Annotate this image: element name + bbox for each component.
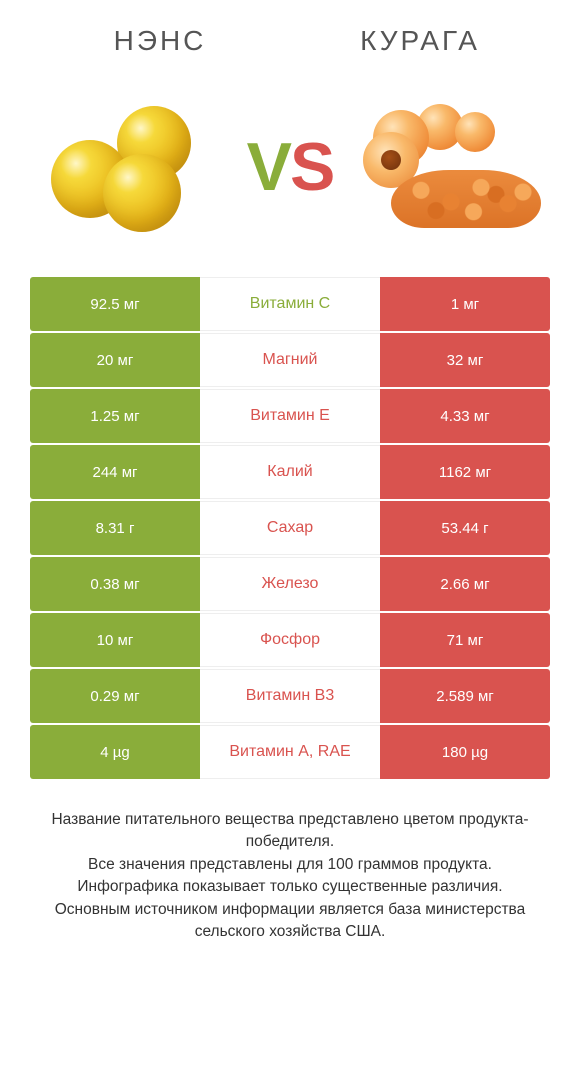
- left-product-image: [30, 97, 230, 237]
- right-product-title: Курага: [290, 25, 550, 57]
- apricot-illustration: [355, 102, 545, 232]
- right-product-image: [350, 97, 550, 237]
- nutrient-label: Фосфор: [200, 613, 380, 667]
- nutrient-label: Витамин A, RAE: [200, 725, 380, 779]
- left-value-cell: 8.31 г: [30, 501, 200, 555]
- left-value-cell: 244 мг: [30, 445, 200, 499]
- left-value-cell: 1.25 мг: [30, 389, 200, 443]
- right-value-cell: 180 µg: [380, 725, 550, 779]
- nutrient-label: Железо: [200, 557, 380, 611]
- left-product-title: Нэнс: [30, 25, 290, 57]
- table-row: 1.25 мгВитамин E4.33 мг: [30, 389, 550, 443]
- images-row: VS: [0, 67, 580, 277]
- comparison-table: 92.5 мгВитамин C1 мг20 мгМагний32 мг1.25…: [0, 277, 580, 781]
- nance-illustration: [45, 102, 215, 232]
- comparison-infographic: Нэнс Курага VS 92.5 мгВитамин C1 мг20 мг…: [0, 0, 580, 1084]
- right-value-cell: 4.33 мг: [380, 389, 550, 443]
- table-row: 4 µgВитамин A, RAE180 µg: [30, 725, 550, 779]
- table-row: 92.5 мгВитамин C1 мг: [30, 277, 550, 331]
- right-value-cell: 53.44 г: [380, 501, 550, 555]
- left-value-cell: 92.5 мг: [30, 277, 200, 331]
- right-value-cell: 2.66 мг: [380, 557, 550, 611]
- left-value-cell: 4 µg: [30, 725, 200, 779]
- table-row: 244 мгКалий1162 мг: [30, 445, 550, 499]
- vs-v-letter: V: [247, 129, 290, 205]
- table-row: 10 мгФосфор71 мг: [30, 613, 550, 667]
- nutrient-label: Витамин B3: [200, 669, 380, 723]
- table-row: 0.38 мгЖелезо2.66 мг: [30, 557, 550, 611]
- footer-line: Основным источником информации является …: [40, 899, 540, 944]
- vs-label: VS: [230, 128, 350, 206]
- right-value-cell: 2.589 мг: [380, 669, 550, 723]
- nutrient-label: Витамин C: [200, 277, 380, 331]
- right-value-cell: 32 мг: [380, 333, 550, 387]
- titles-row: Нэнс Курага: [0, 0, 580, 67]
- nutrient-label: Витамин E: [200, 389, 380, 443]
- footer-notes: Название питательного вещества представл…: [0, 781, 580, 944]
- right-value-cell: 71 мг: [380, 613, 550, 667]
- right-value-cell: 1162 мг: [380, 445, 550, 499]
- table-row: 8.31 гСахар53.44 г: [30, 501, 550, 555]
- left-value-cell: 0.38 мг: [30, 557, 200, 611]
- table-row: 0.29 мгВитамин B32.589 мг: [30, 669, 550, 723]
- footer-line: Инфографика показывает только существенн…: [40, 876, 540, 898]
- table-row: 20 мгМагний32 мг: [30, 333, 550, 387]
- nutrient-label: Калий: [200, 445, 380, 499]
- left-value-cell: 10 мг: [30, 613, 200, 667]
- footer-line: Все значения представлены для 100 граммо…: [40, 854, 540, 876]
- nutrient-label: Магний: [200, 333, 380, 387]
- left-value-cell: 20 мг: [30, 333, 200, 387]
- vs-s-letter: S: [290, 129, 333, 205]
- nutrient-label: Сахар: [200, 501, 380, 555]
- left-value-cell: 0.29 мг: [30, 669, 200, 723]
- right-value-cell: 1 мг: [380, 277, 550, 331]
- footer-line: Название питательного вещества представл…: [40, 809, 540, 854]
